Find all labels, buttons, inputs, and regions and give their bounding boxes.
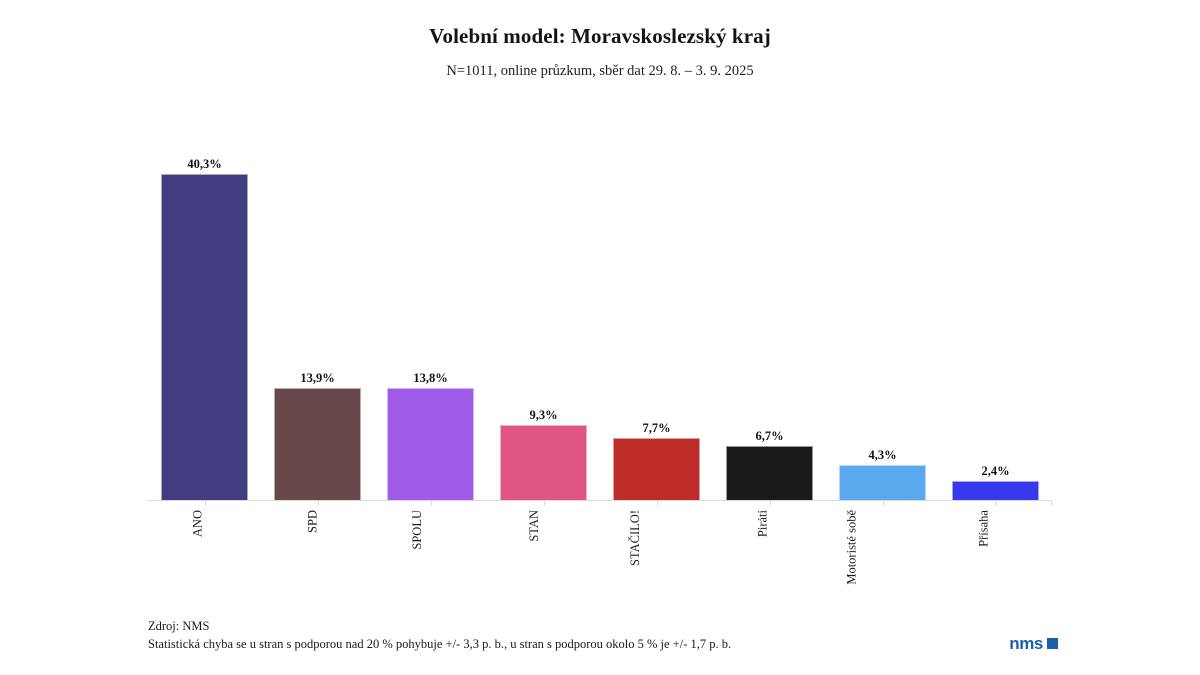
bar-rect[interactable] [613, 438, 700, 500]
bar-group: 13,8% [374, 122, 487, 500]
bar-rect[interactable] [161, 174, 248, 500]
bar-value-label: 4,3% [868, 447, 897, 462]
axis-tick [657, 500, 658, 506]
bar-rect[interactable] [726, 446, 813, 500]
x-axis-category-labels: ANO SPD SPOLU STAN STAČILO! Piráti Motoristé s… [148, 506, 1052, 616]
category-label-slot: ANO [148, 506, 261, 616]
axis-tick [770, 500, 771, 506]
axis-tick [205, 500, 206, 506]
bar-rect[interactable] [274, 388, 361, 500]
bar-value-label: 13,8% [413, 370, 448, 385]
axis-tick [318, 500, 319, 506]
bar-value-label: 7,7% [642, 420, 671, 435]
category-label-slot: Piráti [713, 506, 826, 616]
page-title: Volební model: Moravskoslezský kraj [429, 24, 771, 48]
x-axis-ticks [148, 500, 1052, 506]
bar-rect[interactable] [387, 388, 474, 500]
bar-rect[interactable] [952, 481, 1039, 500]
category-label: ANO [189, 510, 204, 538]
statistical-error-note: Statistická chyba se u stran s podporou … [148, 636, 732, 651]
bar-value-label: 13,9% [300, 370, 335, 385]
axis-tick [431, 500, 432, 506]
bar-group: 40,3% [148, 122, 261, 500]
logo-square-icon [1047, 638, 1058, 649]
bar-value-label: 6,7% [755, 428, 784, 443]
category-label: Přísaha [976, 510, 991, 547]
nms-logo: nms [1009, 635, 1058, 653]
bar-group: 9,3% [487, 122, 600, 500]
category-label-slot: SPD [261, 506, 374, 616]
chart-footer: Zdroj: NMS Statistická chyba se u stran … [148, 617, 1058, 653]
category-label: SPOLU [409, 510, 424, 550]
category-label: Piráti [754, 510, 769, 538]
bar-group: 6,7% [713, 122, 826, 500]
bar-rect[interactable] [500, 425, 587, 500]
category-label: SPD [305, 510, 320, 533]
bar-group: 2,4% [939, 122, 1052, 500]
chart-header: Volební model: Moravskoslezský kraj N=10… [0, 0, 1200, 81]
category-label-slot: SPOLU [374, 506, 487, 616]
bar-group: 7,7% [600, 122, 713, 500]
category-label-slot: STAČILO! [600, 506, 713, 616]
category-label: STAČILO! [627, 510, 642, 566]
bar-rect[interactable] [839, 465, 926, 500]
axis-tick [883, 500, 884, 506]
source-text: Zdroj: NMS [148, 618, 210, 633]
bar-value-label: 40,3% [187, 156, 222, 171]
bar-group: 4,3% [826, 122, 939, 500]
axis-tick [996, 500, 997, 506]
footnote-block: Zdroj: NMS Statistická chyba se u stran … [148, 617, 731, 653]
chart-subtitle: N=1011, online průzkum, sběr dat 29. 8. … [446, 63, 754, 80]
bar-group: 13,9% [261, 122, 374, 500]
bar-value-label: 9,3% [529, 407, 558, 422]
bar-value-label: 2,4% [981, 463, 1010, 478]
category-label-slot: STAN [487, 506, 600, 616]
axis-tick [1051, 500, 1052, 506]
logo-wordmark: nms [1009, 634, 1043, 653]
x-axis-line [148, 500, 1052, 501]
category-label: Motoristé sobě [844, 510, 859, 585]
category-label-slot: Přísaha [939, 506, 1052, 616]
axis-tick [544, 500, 545, 506]
category-label-slot: Motoristé sobě [826, 506, 939, 616]
category-label: STAN [526, 510, 541, 542]
bar-series: 40,3% 13,9% 13,8% 9,3% 7,7% 6,7% 4,3% 2,4% [148, 122, 1052, 500]
